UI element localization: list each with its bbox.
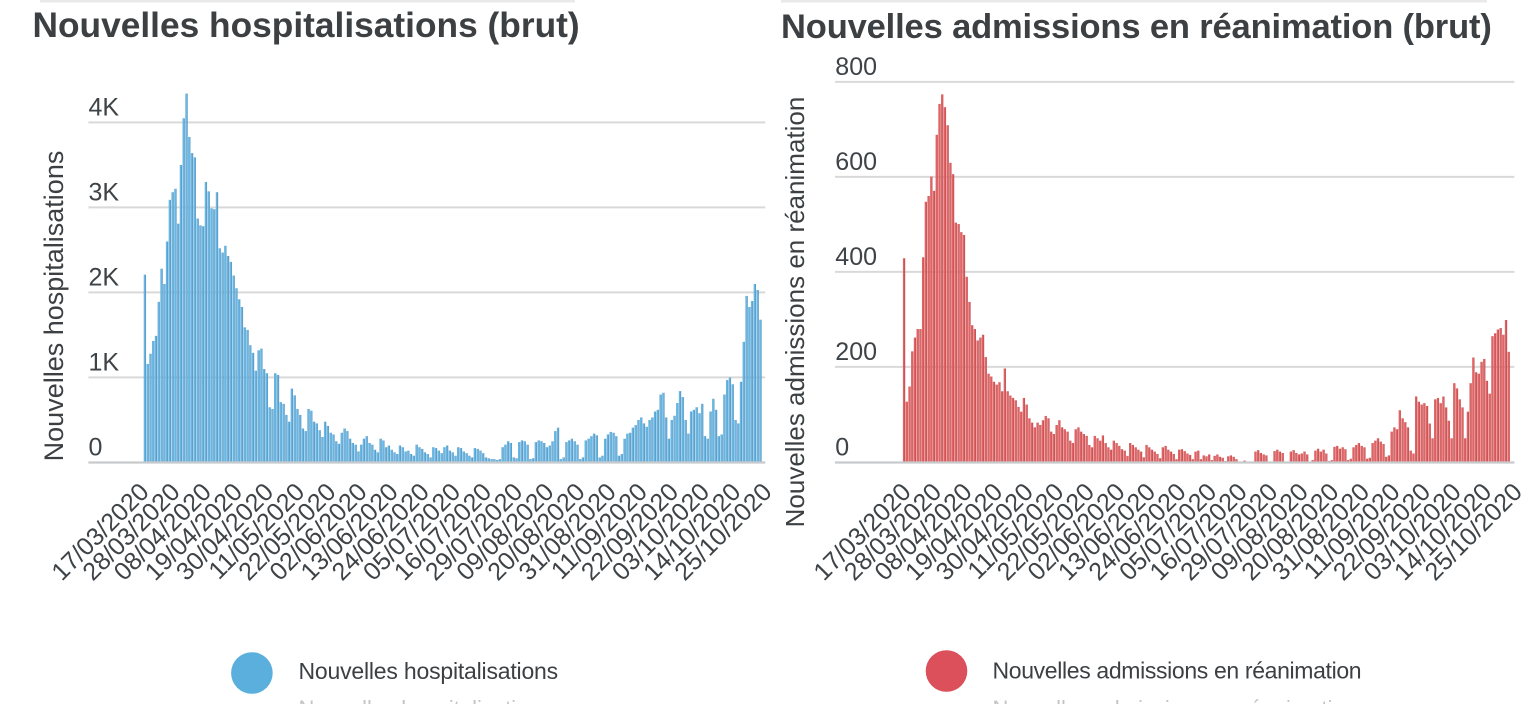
svg-text:Nouvelles hospitalisations: Nouvelles hospitalisations <box>299 658 558 684</box>
svg-text:0: 0 <box>89 434 103 462</box>
svg-text:200: 200 <box>835 338 877 366</box>
svg-text:Nouvelles hospitalisations: Nouvelles hospitalisations <box>299 696 552 704</box>
svg-text:Nouvelles hospitalisations: Nouvelles hospitalisations <box>39 151 69 462</box>
svg-text:600: 600 <box>835 148 877 176</box>
svg-text:2K: 2K <box>89 263 120 291</box>
svg-text:Nouvelles admissions en réanim: Nouvelles admissions en réanimation <box>780 97 810 528</box>
svg-text:0: 0 <box>835 434 849 462</box>
svg-text:800: 800 <box>835 53 877 81</box>
svg-text:400: 400 <box>835 243 877 271</box>
svg-text:Nouvelles hospitalisations (br: Nouvelles hospitalisations (brut) <box>33 6 580 45</box>
svg-text:4K: 4K <box>89 93 120 121</box>
svg-text:3K: 3K <box>89 178 120 206</box>
svg-text:Nouvelles admissions en réanim: Nouvelles admissions en réanimation <box>993 696 1357 704</box>
svg-text:1K: 1K <box>89 348 120 376</box>
svg-text:Nouvelles admissions en réanim: Nouvelles admissions en réanimation <box>993 658 1362 684</box>
svg-text:Nouvelles admissions en réanim: Nouvelles admissions en réanimation (bru… <box>781 8 1492 46</box>
